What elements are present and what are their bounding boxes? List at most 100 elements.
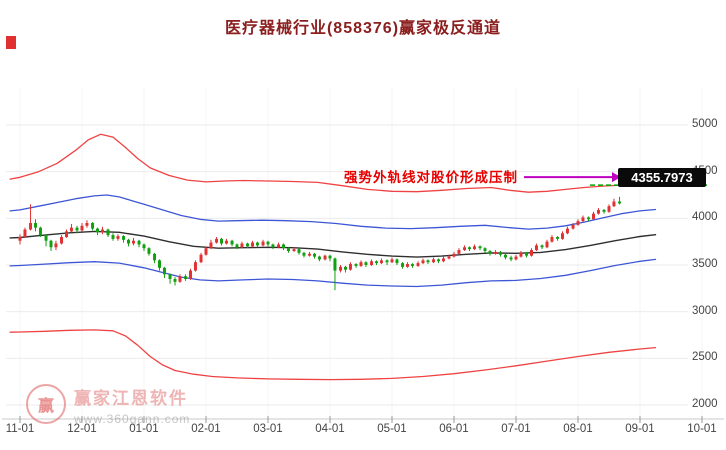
pressure-arrow-icon xyxy=(524,172,621,183)
candle xyxy=(556,236,560,241)
x-axis-label: 07-01 xyxy=(501,423,531,435)
candle xyxy=(266,240,270,247)
candle xyxy=(317,255,321,262)
candle xyxy=(308,251,312,257)
candle xyxy=(421,258,425,265)
candle xyxy=(483,247,487,253)
y-axis-label: 3500 xyxy=(692,258,718,270)
candle xyxy=(49,239,53,251)
candle xyxy=(359,260,363,267)
candle xyxy=(96,227,99,236)
candle xyxy=(230,239,234,247)
y-axis-label: 2000 xyxy=(692,398,718,410)
pressure-annotation: 强势外轨线对股价形成压制 xyxy=(344,170,518,185)
candle xyxy=(199,252,203,264)
candle xyxy=(75,225,79,234)
candle xyxy=(607,204,611,213)
candle xyxy=(54,240,58,251)
candle xyxy=(437,258,440,264)
candle xyxy=(173,277,177,286)
candle xyxy=(282,243,285,251)
channel-line-mid-line xyxy=(9,230,657,258)
candle xyxy=(147,247,151,256)
candle xyxy=(530,248,533,257)
candle xyxy=(503,253,507,260)
candle xyxy=(69,223,73,233)
candle xyxy=(426,259,430,265)
candle xyxy=(251,240,254,248)
candle xyxy=(406,262,409,268)
x-axis-label: 05-01 xyxy=(377,423,407,435)
candle xyxy=(106,228,110,237)
candle xyxy=(38,226,42,237)
candle xyxy=(215,237,219,244)
candle xyxy=(323,254,327,261)
candle xyxy=(292,247,296,252)
candle xyxy=(550,235,554,243)
candle xyxy=(193,260,197,272)
candle xyxy=(499,251,502,257)
candle xyxy=(18,234,22,245)
candle xyxy=(565,226,569,235)
candle xyxy=(85,220,89,228)
candle xyxy=(519,251,523,258)
winner-logo-icon: 赢 xyxy=(26,384,66,424)
candle xyxy=(596,208,600,215)
candle xyxy=(571,223,575,230)
candle xyxy=(576,219,580,226)
candle xyxy=(313,252,316,259)
channel-line-lower-outer-rail xyxy=(9,329,657,381)
candle xyxy=(540,244,544,250)
candle xyxy=(395,258,399,265)
candle xyxy=(131,237,135,246)
candle xyxy=(65,229,68,238)
candle xyxy=(162,266,166,279)
candle xyxy=(220,237,223,246)
candle xyxy=(328,254,332,262)
y-axis-label: 4000 xyxy=(692,211,718,224)
x-axis-label: 03-01 xyxy=(253,423,283,435)
candle xyxy=(235,243,239,250)
candle xyxy=(457,248,461,255)
candle xyxy=(441,256,445,263)
x-axis-label: 11-01 xyxy=(5,423,35,435)
candle xyxy=(261,239,265,247)
candle xyxy=(545,239,549,249)
candle xyxy=(488,250,492,256)
price-label: 4355.7973 xyxy=(618,168,706,187)
candle xyxy=(416,261,420,267)
candle xyxy=(472,244,476,251)
watermark: 赢 赢家江恩软件 www.360gann.com xyxy=(26,384,190,426)
candle xyxy=(390,257,394,264)
candle xyxy=(463,245,467,251)
candle xyxy=(158,259,161,271)
candle xyxy=(209,239,213,250)
x-axis-label: 01-01 xyxy=(129,423,159,435)
candle xyxy=(333,257,337,291)
candle xyxy=(494,250,498,255)
candle xyxy=(224,238,228,245)
candle xyxy=(153,252,157,264)
y-axis-label: 5000 xyxy=(692,118,718,130)
candle xyxy=(168,273,172,284)
candle xyxy=(344,265,347,273)
candle xyxy=(111,233,115,241)
candle xyxy=(401,262,405,269)
candle xyxy=(592,211,595,221)
candle xyxy=(297,248,301,255)
candle xyxy=(410,263,414,268)
candle xyxy=(302,251,306,258)
candle xyxy=(379,258,383,265)
channel-line-upper-inner-rail xyxy=(9,194,657,230)
candle xyxy=(60,235,64,245)
candle xyxy=(581,215,585,223)
candle xyxy=(204,246,208,256)
x-axis xyxy=(2,416,724,423)
candlestick-series xyxy=(18,196,622,291)
candle xyxy=(91,222,95,231)
candle xyxy=(29,204,33,231)
candle xyxy=(364,261,368,267)
x-axis-label: 12-01 xyxy=(67,423,97,435)
